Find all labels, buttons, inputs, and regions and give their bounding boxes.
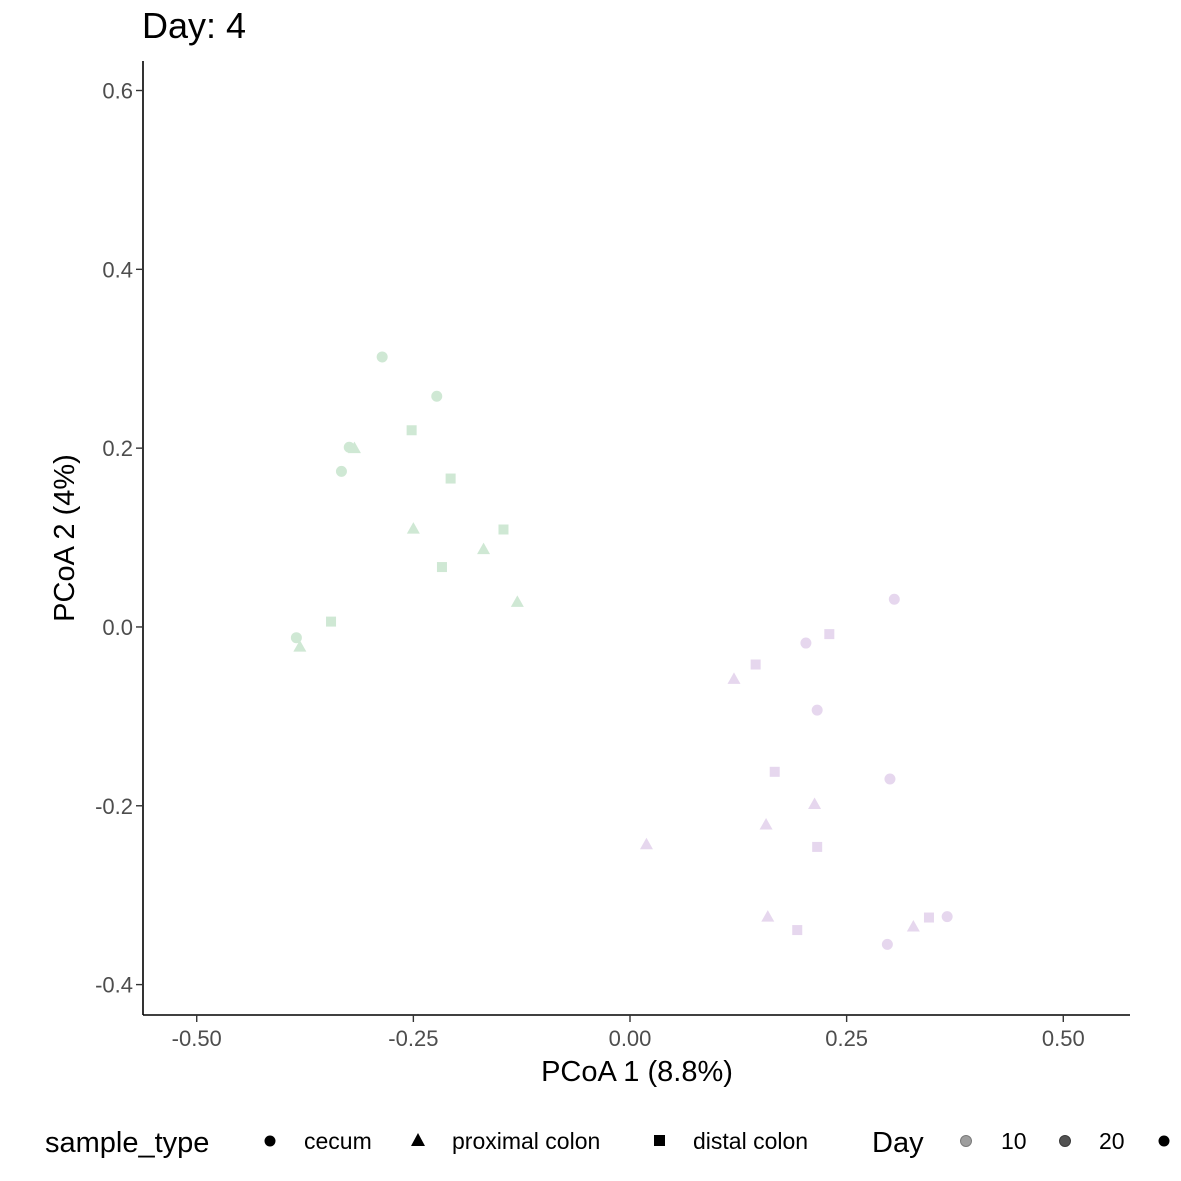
data-point-triangle bbox=[727, 672, 741, 684]
legend-label-cecum: cecum bbox=[304, 1128, 372, 1154]
legend-key-distal-colon bbox=[654, 1135, 665, 1146]
data-point-square bbox=[498, 524, 509, 535]
x-axis-title: PCoA 1 (8.8%) bbox=[541, 1056, 733, 1088]
data-point-square bbox=[445, 473, 456, 484]
data-point-square bbox=[326, 616, 337, 627]
y-tick-label: 0.6 bbox=[102, 79, 133, 104]
x-axis-ticks: -0.50 -0.25 0.00 0.25 0.50 bbox=[172, 1015, 1085, 1051]
y-axis-ticks: -0.4 -0.2 0.0 0.2 0.4 0.6 bbox=[95, 79, 143, 998]
data-point-triangle bbox=[906, 919, 920, 932]
data-point-square bbox=[769, 766, 780, 777]
legend-key-day-20 bbox=[1059, 1135, 1071, 1147]
data-point-triangle bbox=[347, 441, 361, 454]
y-tick-label: 0.2 bbox=[102, 436, 133, 461]
legend: sample_type cecum proximal colon distal … bbox=[45, 1127, 1170, 1159]
data-point-circle bbox=[884, 773, 896, 785]
y-tick-label: 0.4 bbox=[102, 257, 133, 282]
data-point-triangle bbox=[639, 837, 653, 850]
data-point-triangle bbox=[477, 542, 491, 555]
legend-label-distal-colon: distal colon bbox=[693, 1128, 808, 1154]
legend-key-day-30 bbox=[1158, 1135, 1170, 1147]
y-tick-label: 0.0 bbox=[102, 615, 133, 640]
data-point-square bbox=[812, 841, 823, 852]
y-axis-title: PCoA 2 (4%) bbox=[49, 454, 81, 622]
data-point-triangle bbox=[510, 595, 524, 607]
legend-label-day-10: 10 bbox=[1001, 1128, 1027, 1154]
data-point-circle bbox=[811, 704, 823, 716]
x-tick-label: -0.50 bbox=[172, 1026, 222, 1051]
data-point-circle bbox=[335, 465, 347, 477]
y-tick-label: -0.2 bbox=[95, 794, 133, 819]
y-tick-label: -0.4 bbox=[95, 973, 133, 998]
legend-key-proximal-colon bbox=[411, 1133, 425, 1146]
data-point-circle bbox=[941, 911, 953, 923]
data-point-square bbox=[923, 912, 934, 923]
data-point-square bbox=[824, 629, 835, 640]
legend-title-day: Day bbox=[872, 1127, 924, 1159]
legend-key-cecum bbox=[264, 1135, 276, 1147]
data-point-circle bbox=[290, 632, 302, 644]
data-point-square bbox=[406, 425, 417, 436]
legend-key-day-10 bbox=[960, 1135, 972, 1147]
data-point-square bbox=[436, 562, 447, 573]
data-point-triangle bbox=[761, 910, 775, 922]
legend-label-day-20: 20 bbox=[1099, 1128, 1125, 1154]
data-point-circle bbox=[431, 390, 443, 402]
x-tick-label: 0.00 bbox=[609, 1026, 652, 1051]
data-point-circle bbox=[888, 593, 900, 605]
data-point-circle bbox=[881, 938, 893, 950]
data-point-triangle bbox=[293, 640, 307, 652]
data-point-circle bbox=[376, 351, 388, 363]
chart-title: Day: 4 bbox=[142, 5, 246, 46]
data-point-square bbox=[792, 925, 803, 936]
x-tick-label: -0.25 bbox=[388, 1026, 438, 1051]
data-point-triangle bbox=[406, 522, 420, 534]
x-tick-label: 0.25 bbox=[825, 1026, 868, 1051]
x-tick-label: 0.50 bbox=[1042, 1026, 1085, 1051]
legend-label-proximal-colon: proximal colon bbox=[452, 1128, 600, 1154]
data-point-circle bbox=[800, 637, 812, 649]
data-point-triangle bbox=[759, 818, 773, 830]
legend-title-sample-type: sample_type bbox=[45, 1127, 209, 1159]
data-point-triangle bbox=[808, 797, 822, 809]
points-layer bbox=[290, 351, 953, 950]
data-point-square bbox=[750, 659, 761, 670]
